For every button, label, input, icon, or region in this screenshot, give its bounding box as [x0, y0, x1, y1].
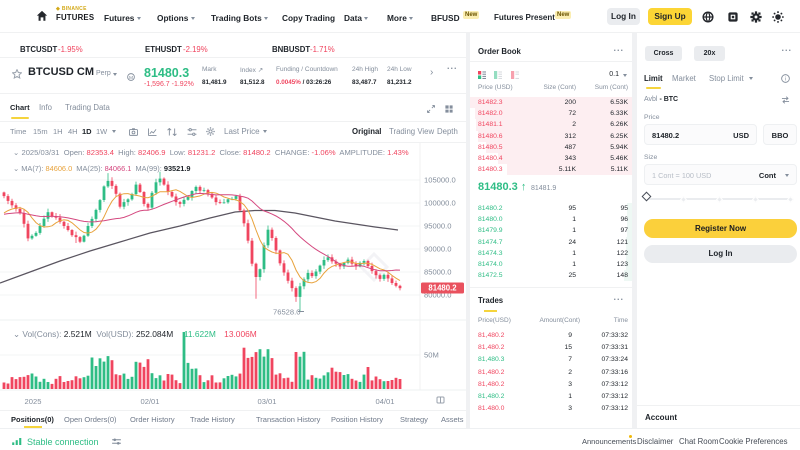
svg-text:2025: 2025	[25, 397, 42, 406]
svg-text:76528.0: 76528.0	[273, 308, 300, 317]
svg-text:02/01: 02/01	[140, 397, 159, 406]
svg-text:M: M	[129, 75, 133, 81]
svg-text:90000.0: 90000.0	[424, 245, 451, 254]
svg-text:50M: 50M	[424, 351, 439, 360]
svg-text:80000.0: 80000.0	[424, 291, 451, 300]
svg-text:100000.0: 100000.0	[424, 199, 456, 208]
svg-text:85000.0: 85000.0	[424, 268, 451, 277]
svg-text:03/01: 03/01	[257, 397, 276, 406]
svg-text:105000.0: 105000.0	[424, 176, 456, 185]
svg-text:04/01: 04/01	[375, 397, 394, 406]
svg-text:i: i	[785, 77, 786, 83]
svg-text:95000.0: 95000.0	[424, 222, 451, 231]
svg-text:81480.2: 81480.2	[428, 284, 457, 293]
